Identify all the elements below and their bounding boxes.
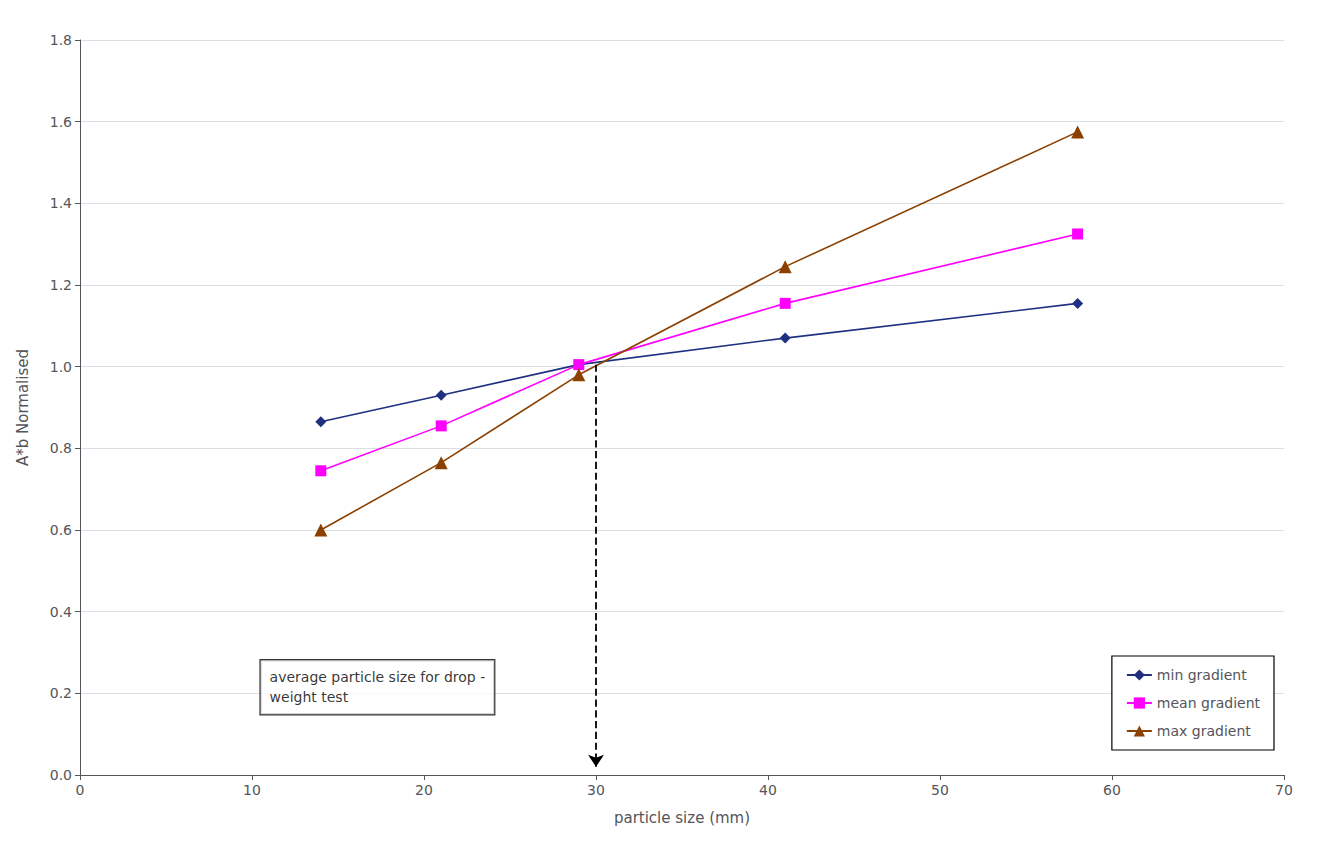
svg-text:1.6: 1.6	[50, 114, 72, 130]
svg-text:min gradient: min gradient	[1157, 667, 1247, 683]
svg-text:mean gradient: mean gradient	[1157, 695, 1261, 711]
svg-text:weight test: weight test	[270, 689, 349, 705]
svg-text:particle size (mm): particle size (mm)	[614, 809, 750, 827]
svg-text:0: 0	[76, 782, 85, 798]
svg-text:0.4: 0.4	[50, 604, 72, 620]
svg-text:0.0: 0.0	[50, 767, 72, 783]
svg-text:1.8: 1.8	[50, 32, 72, 48]
svg-text:1.2: 1.2	[50, 277, 72, 293]
svg-text:0.2: 0.2	[50, 685, 72, 701]
svg-text:10: 10	[243, 782, 261, 798]
svg-text:1.4: 1.4	[50, 195, 72, 211]
svg-text:A*b Normalised: A*b Normalised	[14, 349, 32, 466]
svg-text:average particle size for drop: average particle size for drop -	[270, 669, 486, 685]
svg-text:0.8: 0.8	[50, 440, 72, 456]
svg-text:70: 70	[1275, 782, 1293, 798]
svg-text:20: 20	[415, 782, 433, 798]
svg-text:50: 50	[931, 782, 949, 798]
svg-text:40: 40	[759, 782, 777, 798]
svg-text:60: 60	[1103, 782, 1121, 798]
svg-text:max gradient: max gradient	[1157, 723, 1251, 739]
svg-text:1.0: 1.0	[50, 359, 72, 375]
svg-text:0.6: 0.6	[50, 522, 72, 538]
svg-text:30: 30	[587, 782, 605, 798]
